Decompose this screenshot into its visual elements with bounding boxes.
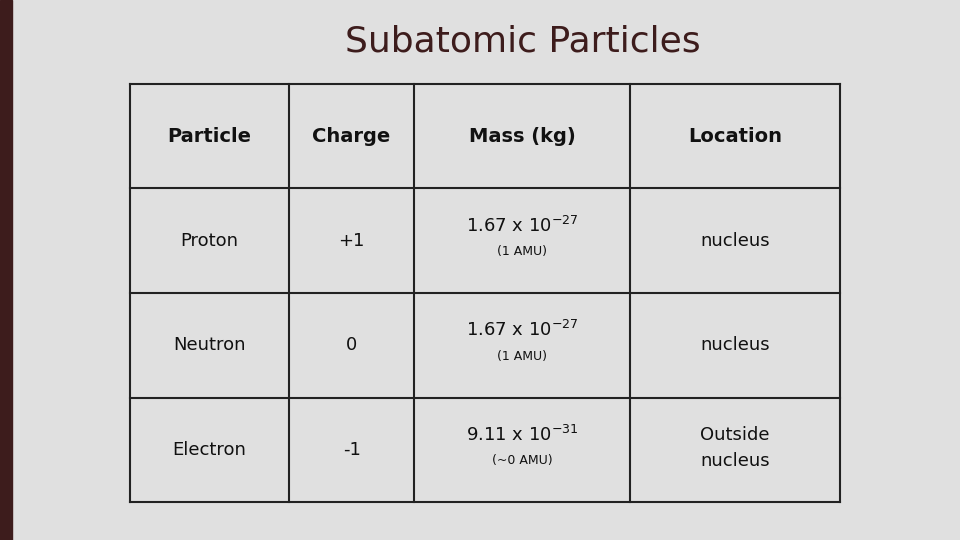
Text: Location: Location	[688, 126, 782, 145]
Text: 1.67 x 10$^{-27}$: 1.67 x 10$^{-27}$	[466, 215, 579, 235]
Text: -1: -1	[343, 441, 361, 459]
Text: nucleus: nucleus	[701, 451, 770, 470]
Text: nucleus: nucleus	[701, 336, 770, 354]
Text: Charge: Charge	[312, 126, 391, 145]
Text: Neutron: Neutron	[173, 336, 246, 354]
Text: +1: +1	[339, 232, 365, 249]
Text: (1 AMU): (1 AMU)	[497, 245, 547, 258]
Text: 0: 0	[346, 336, 357, 354]
Text: (1 AMU): (1 AMU)	[497, 349, 547, 362]
Text: Mass (kg): Mass (kg)	[468, 126, 575, 145]
Text: Particle: Particle	[168, 126, 252, 145]
Text: 1.67 x 10$^{-27}$: 1.67 x 10$^{-27}$	[466, 320, 579, 340]
Text: nucleus: nucleus	[701, 232, 770, 249]
Text: (~0 AMU): (~0 AMU)	[492, 454, 552, 467]
Text: Outside: Outside	[701, 426, 770, 444]
Text: Electron: Electron	[173, 441, 247, 459]
Text: Proton: Proton	[180, 232, 238, 249]
Text: Subatomic Particles: Subatomic Particles	[346, 24, 701, 58]
Text: 9.11 x 10$^{-31}$: 9.11 x 10$^{-31}$	[466, 425, 579, 445]
